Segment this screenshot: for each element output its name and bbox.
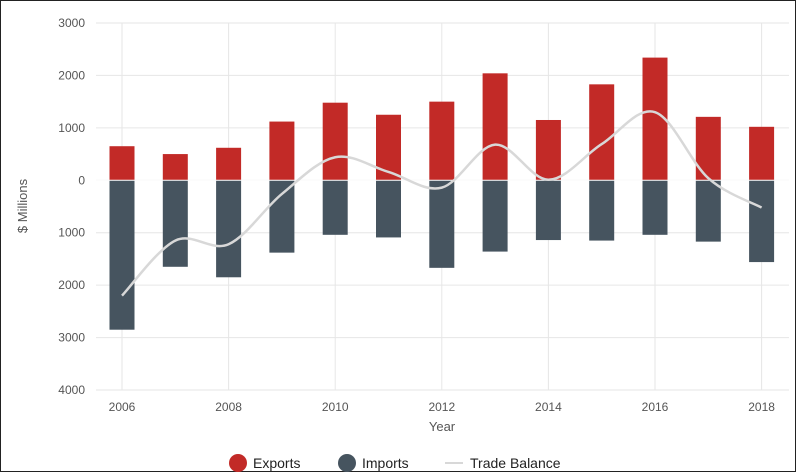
bar-exports [269, 121, 295, 181]
bar-imports [749, 180, 775, 263]
y-tick-label: 3000 [58, 331, 85, 345]
y-tick-label: 1000 [58, 121, 85, 135]
x-tick-labels: 2006 2008 2010 2012 2014 2016 2018 [109, 400, 776, 414]
bar-imports [269, 180, 295, 253]
bar-exports [376, 114, 401, 181]
y-tick-label: 4000 [58, 383, 85, 397]
x-axis-title: Year [429, 419, 456, 434]
bar-imports [322, 180, 348, 235]
y-axis-title: $ Millions [15, 178, 30, 233]
bar-imports [376, 180, 401, 238]
bar-exports [109, 146, 135, 181]
x-tick-label: 2012 [428, 400, 455, 414]
trade-balance-line [121, 110, 763, 297]
bar-exports [216, 147, 242, 181]
bar-exports [429, 101, 455, 181]
bar-exports [535, 119, 561, 181]
bar-imports [162, 180, 188, 267]
bar-exports [482, 73, 508, 181]
bar-imports [642, 180, 668, 235]
x-tick-label: 2008 [215, 400, 242, 414]
y-tick-label: 2000 [58, 278, 85, 292]
bar-imports [216, 180, 242, 278]
legend-exports-marker [229, 454, 247, 472]
legend: Exports Imports Trade Balance [229, 454, 561, 472]
legend-imports-label: Imports [362, 455, 409, 471]
bar-imports [429, 180, 455, 268]
legend-imports-marker [338, 454, 356, 472]
bar-imports [109, 180, 135, 330]
bar-imports [589, 180, 615, 241]
bar-exports [749, 126, 775, 181]
y-tick-label: 3000 [58, 16, 85, 30]
bar-exports [162, 154, 188, 181]
bar-exports [695, 116, 721, 181]
x-tick-label: 2010 [322, 400, 349, 414]
y-tick-label: 2000 [58, 68, 85, 82]
bar-imports [482, 180, 508, 252]
bar-imports [535, 180, 561, 241]
bar-exports [322, 102, 348, 181]
bar-exports [589, 84, 615, 181]
y-tick-label: 1000 [58, 226, 85, 240]
bar-imports [695, 180, 721, 242]
x-tick-label: 2006 [109, 400, 136, 414]
bars [96, 57, 789, 330]
y-tick-label: 0 [78, 173, 85, 187]
x-tick-label: 2016 [642, 400, 669, 414]
x-tick-label: 2014 [535, 400, 562, 414]
legend-exports-label: Exports [253, 455, 300, 471]
y-tick-labels: 3000 2000 1000 0 1000 2000 3000 4000 [58, 16, 85, 397]
legend-trade-balance-label: Trade Balance [470, 455, 561, 471]
x-tick-label: 2018 [748, 400, 775, 414]
